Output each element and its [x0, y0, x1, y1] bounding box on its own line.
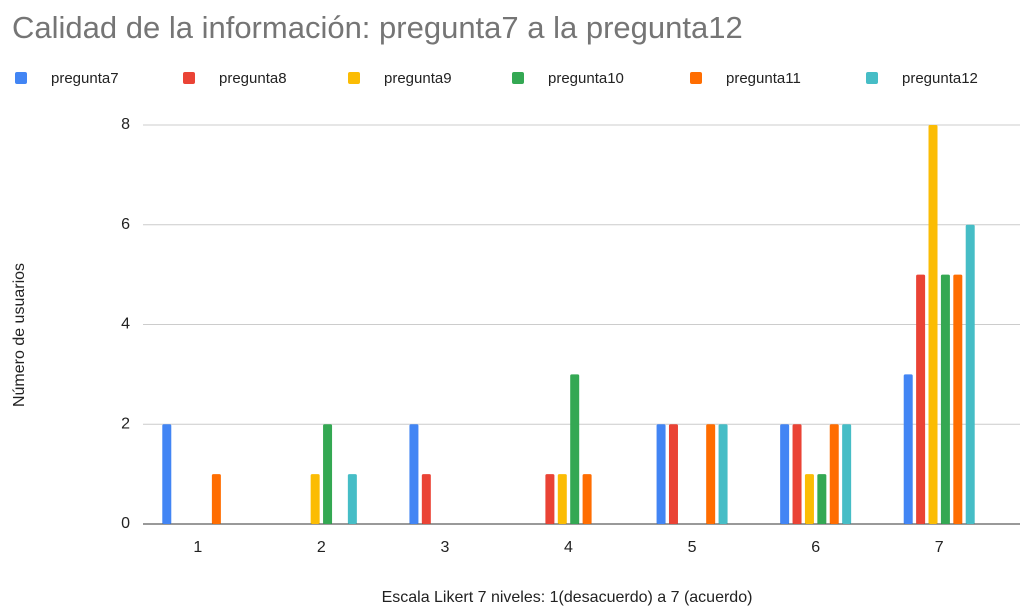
- y-tick-label: 2: [121, 415, 130, 432]
- x-tick-label: 5: [688, 539, 697, 556]
- x-tick-label: 6: [811, 539, 820, 556]
- x-tick-label: 7: [935, 539, 944, 556]
- legend-label: pregunta12: [902, 70, 978, 87]
- y-tick-label: 6: [121, 216, 130, 233]
- bar: [323, 424, 333, 524]
- legend-label: pregunta11: [726, 70, 801, 87]
- y-tick-label: 4: [121, 316, 130, 333]
- bar: [940, 274, 950, 524]
- x-tick-label: 4: [564, 539, 573, 556]
- y-tick-label: 0: [121, 515, 130, 532]
- y-tick-label: 8: [121, 116, 130, 133]
- bar: [953, 274, 963, 524]
- legend-label: pregunta9: [384, 70, 452, 87]
- bar: [965, 224, 975, 524]
- bar: [545, 474, 555, 524]
- bar: [829, 424, 839, 524]
- legend-swatch: [348, 72, 360, 84]
- bar: [903, 374, 913, 524]
- x-tick-label: 3: [440, 539, 449, 556]
- legend-label: pregunta7: [51, 70, 119, 87]
- bar: [421, 474, 431, 524]
- y-axis-title: Número de usuarios: [11, 263, 28, 407]
- bar: [310, 474, 320, 524]
- legend-swatch: [690, 72, 702, 84]
- legend-label: pregunta10: [548, 70, 624, 87]
- bar: [804, 474, 814, 524]
- x-axis-title: Escala Likert 7 niveles: 1(desacuerdo) a…: [382, 589, 753, 606]
- legend-swatch: [15, 72, 27, 84]
- bar: [409, 424, 419, 524]
- bar: [347, 474, 357, 524]
- bar: [792, 424, 802, 524]
- x-tick-label: 2: [317, 539, 326, 556]
- bar: [817, 474, 827, 524]
- bar: [780, 424, 790, 524]
- legend-swatch: [866, 72, 878, 84]
- bar: [557, 474, 567, 524]
- bar: [718, 424, 728, 524]
- legend-swatch: [183, 72, 195, 84]
- legend-label: pregunta8: [219, 70, 287, 87]
- bar: [656, 424, 666, 524]
- bar: [916, 274, 926, 524]
- bar: [842, 424, 852, 524]
- bar: [162, 424, 172, 524]
- bar: [928, 125, 938, 524]
- bar: [706, 424, 716, 524]
- bar: [211, 474, 221, 524]
- legend-swatch: [512, 72, 524, 84]
- bar: [668, 424, 678, 524]
- x-tick-label: 1: [193, 539, 202, 556]
- chart-title: Calidad de la información: pregunta7 a l…: [12, 10, 743, 45]
- bar: [570, 374, 580, 524]
- bar: [582, 474, 592, 524]
